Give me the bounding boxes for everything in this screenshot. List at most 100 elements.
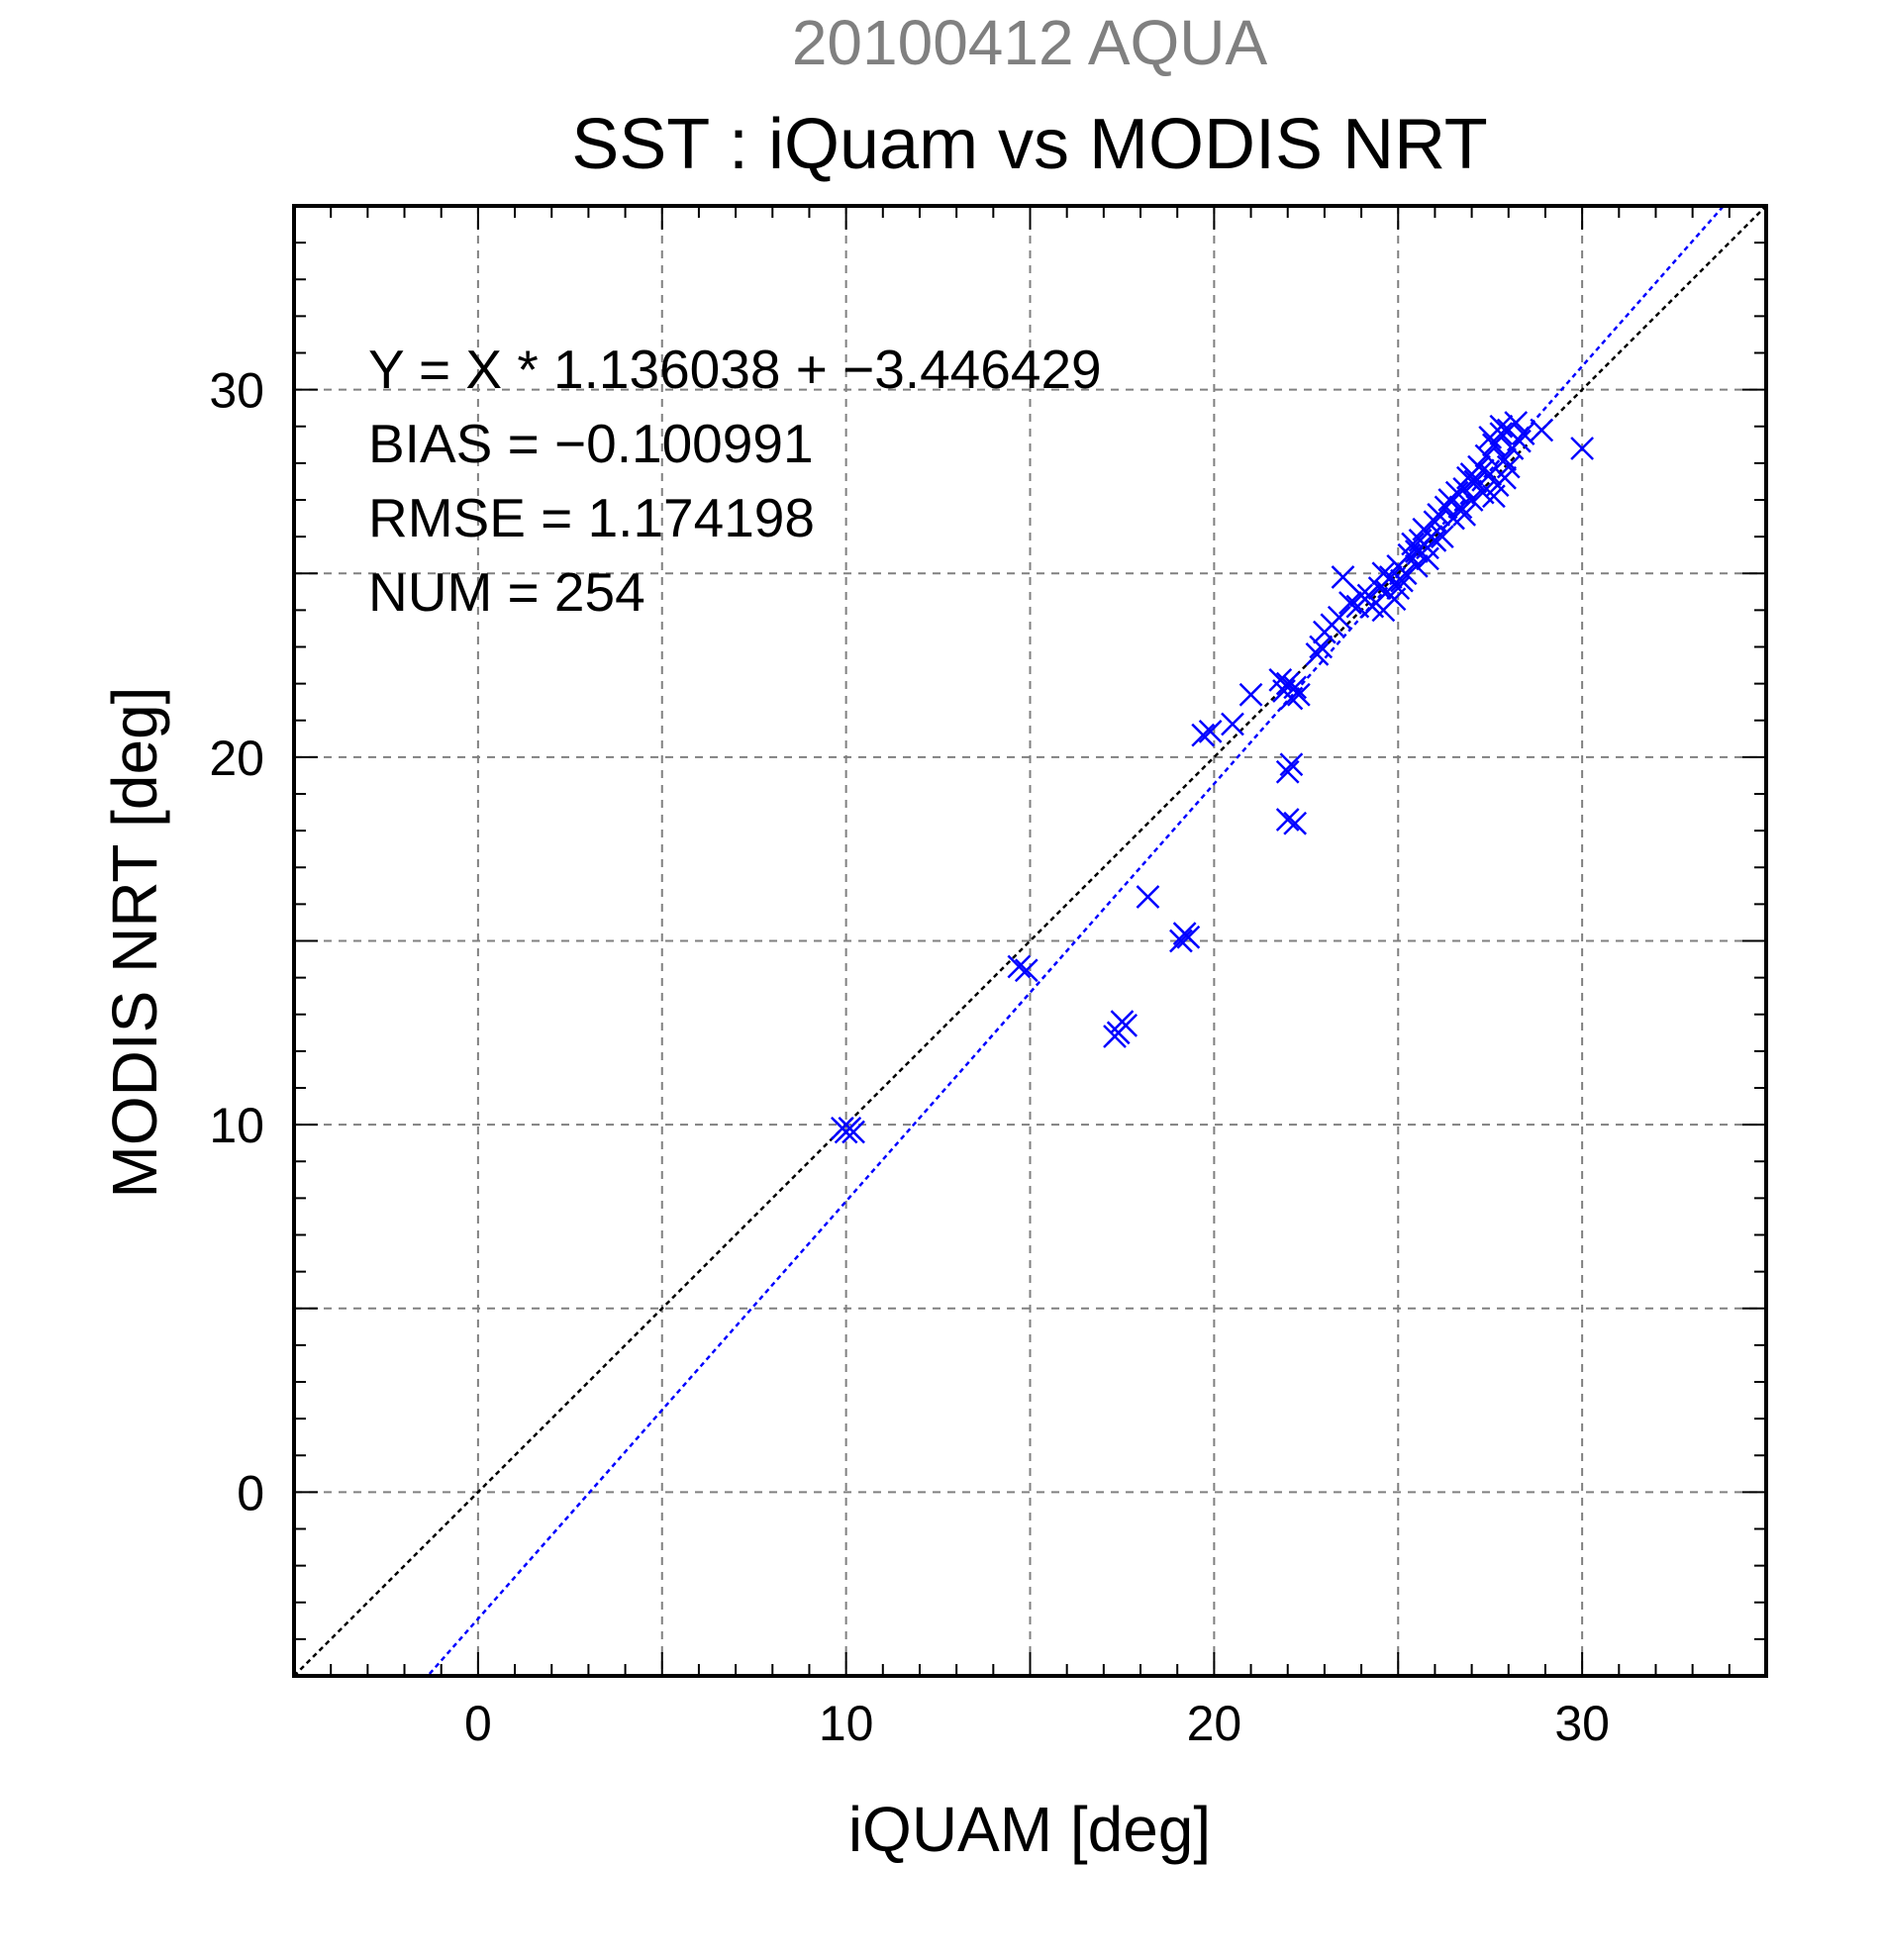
x-icon [1416, 546, 1439, 571]
data-point [1570, 437, 1595, 460]
data-point [1393, 561, 1418, 586]
x-icon [1221, 712, 1244, 736]
data-point [1511, 422, 1535, 446]
data-point [1007, 954, 1032, 979]
data-point [1136, 885, 1160, 909]
x-tick-label: 0 [464, 1696, 492, 1751]
data-point [1504, 411, 1529, 435]
y-axis-label: MODIS NRT [deg] [99, 687, 170, 1199]
x-icon [1371, 598, 1396, 623]
data-point [1014, 958, 1039, 983]
x-tick-label: 20 [1187, 1696, 1242, 1751]
x-icon [1423, 510, 1447, 535]
x-tick-label: 30 [1554, 1696, 1610, 1751]
x-icon [1378, 565, 1403, 589]
x-icon [1169, 929, 1193, 953]
x-icon [1286, 682, 1311, 707]
x-icon [1305, 642, 1330, 666]
data-point [1404, 539, 1429, 563]
x-icon [1474, 443, 1499, 468]
x-icon [1570, 437, 1595, 460]
data-point [1459, 462, 1484, 486]
x-icon [1371, 561, 1396, 586]
data-point [1305, 642, 1330, 666]
x-icon [1401, 532, 1426, 556]
data-points [831, 411, 1595, 1144]
plot-frame [292, 204, 1768, 1678]
x-icon [1493, 447, 1517, 472]
x-icon [1238, 682, 1263, 707]
x-icon [1459, 462, 1484, 486]
stat-fit-equation: Y = X * 1.136038 + −3.446429 [368, 339, 1102, 400]
data-point [1386, 576, 1411, 600]
chart-subtitle: SST : iQuam vs MODIS NRT [571, 105, 1488, 184]
x-icon [1275, 671, 1300, 696]
data-point [1176, 925, 1201, 949]
data-point [1474, 443, 1499, 468]
data-point [1169, 929, 1193, 953]
x-icon [1430, 525, 1454, 549]
x-icon [1444, 480, 1469, 505]
x-icon [1275, 759, 1300, 784]
x-icon [1331, 565, 1355, 589]
data-point [1327, 605, 1351, 630]
data-point [1275, 808, 1300, 832]
x-icon [1268, 668, 1293, 692]
x-icon [1463, 469, 1488, 494]
data-point [1482, 484, 1506, 509]
x-icon [1327, 605, 1351, 630]
data-point [1309, 635, 1334, 659]
data-point [1496, 454, 1521, 479]
x-icon [1176, 925, 1201, 949]
data-point [1371, 598, 1396, 623]
x-icon [838, 1116, 862, 1140]
x-icon [1338, 591, 1362, 615]
x-icon [1309, 635, 1334, 659]
x-icon [1136, 885, 1160, 909]
data-point [1448, 495, 1473, 520]
x-icon [1452, 502, 1477, 527]
x-icon [1482, 484, 1506, 509]
data-point [1452, 502, 1477, 527]
data-point [1416, 546, 1439, 571]
x-icon [1470, 480, 1495, 505]
data-point [1444, 480, 1469, 505]
data-point [1489, 414, 1514, 439]
x-icon [1511, 422, 1535, 446]
x-icon [1496, 454, 1521, 479]
x-icon [1504, 411, 1529, 435]
data-point [1430, 525, 1454, 549]
x-axis-label: iQUAM [deg] [848, 1794, 1211, 1865]
stats-annotation: Y = X * 1.136038 + −3.446429 BIAS = −0.1… [368, 339, 1102, 623]
y-tick-label: 20 [209, 731, 264, 786]
x-icon [1198, 720, 1223, 743]
grid-lines [294, 206, 1766, 1676]
data-point [1423, 528, 1447, 552]
x-icon [1393, 561, 1418, 586]
data-point [1463, 469, 1488, 494]
x-icon [1191, 723, 1216, 747]
data-point [838, 1116, 862, 1140]
x-icon [1279, 752, 1304, 777]
x-icon [1114, 1014, 1138, 1037]
data-point [1114, 1014, 1138, 1037]
data-point [1493, 447, 1517, 472]
data-point [1459, 488, 1484, 512]
x-icon [1489, 414, 1514, 439]
data-point [1198, 720, 1223, 743]
x-icon [1508, 429, 1532, 453]
data-point [1331, 565, 1355, 589]
y-tick-label: 0 [237, 1465, 264, 1520]
x-icon [1356, 583, 1381, 608]
data-point [1286, 682, 1311, 707]
x-tick-label: 10 [819, 1696, 874, 1751]
data-point [1423, 510, 1447, 535]
data-point [1191, 723, 1216, 747]
x-icon [1386, 576, 1411, 600]
x-icon [1283, 675, 1308, 700]
x-icon [1423, 528, 1447, 552]
data-point [1283, 811, 1308, 835]
data-point [1338, 591, 1362, 615]
y-tick-label: 30 [209, 363, 264, 419]
